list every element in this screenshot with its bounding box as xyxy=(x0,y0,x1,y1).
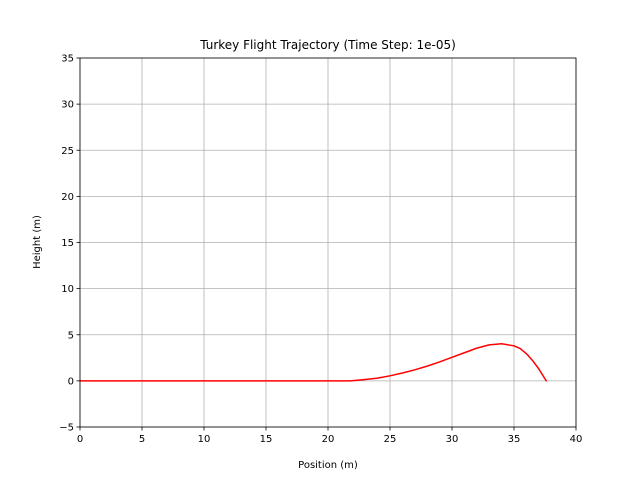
y-tick-label: 15 xyxy=(61,238,74,249)
y-tick-label: 5 xyxy=(68,330,74,341)
x-tick-label: 35 xyxy=(508,434,521,445)
x-tick-label: 15 xyxy=(260,434,273,445)
x-tick-label: 5 xyxy=(139,434,145,445)
y-tick-label: 20 xyxy=(61,192,74,203)
y-tick-label: 0 xyxy=(68,376,74,387)
series-layer xyxy=(79,343,547,382)
chart-title: Turkey Flight Trajectory (Time Step: 1e-… xyxy=(199,38,456,52)
x-tick-label: 30 xyxy=(446,434,459,445)
y-tick-label: −5 xyxy=(59,423,74,434)
y-tick-label: 25 xyxy=(61,146,74,157)
y-axis-title: Height (m) xyxy=(32,215,43,269)
y-tick-label: 30 xyxy=(61,100,74,111)
y-tick-label: 35 xyxy=(61,54,74,65)
x-tick-label: 0 xyxy=(77,434,83,445)
y-tick-label: 10 xyxy=(61,284,74,295)
x-tick-label: 40 xyxy=(570,434,583,445)
trajectory-series-line xyxy=(79,343,547,382)
x-axis-title: Position (m) xyxy=(298,460,358,471)
x-tick-label: 20 xyxy=(322,434,335,445)
x-tick-label: 10 xyxy=(198,434,211,445)
x-tick-label: 25 xyxy=(384,434,397,445)
